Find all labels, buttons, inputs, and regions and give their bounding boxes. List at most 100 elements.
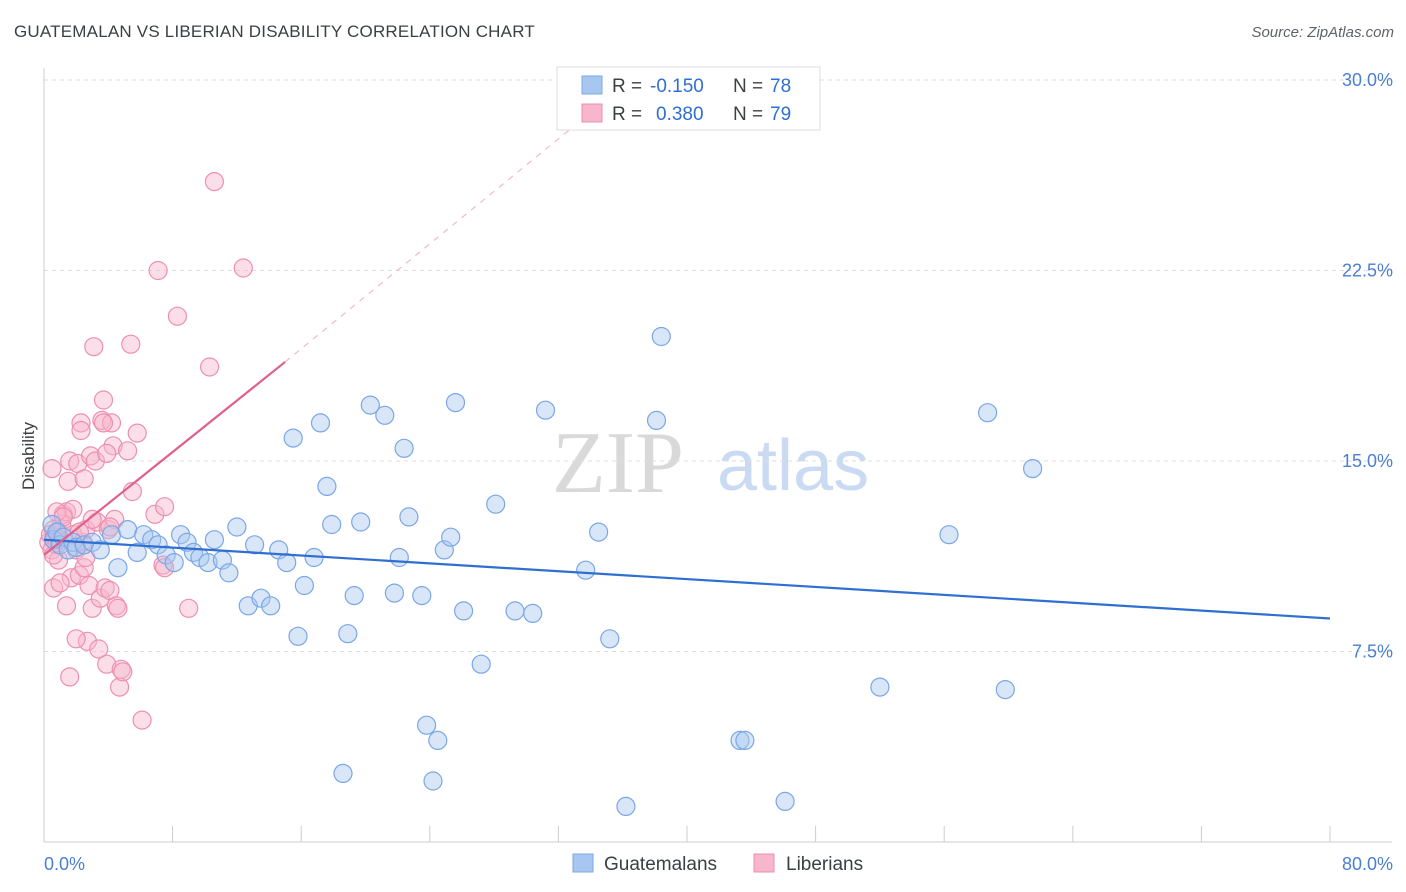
- guatemalans-point-67: [600, 629, 620, 649]
- guatemalans-point-69: [646, 410, 667, 430]
- guatemalans-point-42: [333, 763, 353, 784]
- liberians-point-25: [77, 631, 98, 651]
- liberians-point-23: [74, 558, 94, 578]
- legend-top: R = -0.150 N = 78 R = 0.380 N = 79: [556, 66, 821, 131]
- guatemalans-point-17: [148, 535, 168, 555]
- guatemalans-point-53: [417, 715, 437, 735]
- guatemalans-trend-line: [43, 538, 1331, 620]
- guatemalans-point-52: [412, 585, 432, 606]
- liberians-point-70: [82, 509, 102, 530]
- guatemalans-point-49: [389, 547, 409, 568]
- guatemalans-point-18: [156, 545, 176, 565]
- legend-bottom-guatemalans: Guatemalans: [604, 854, 717, 875]
- liberians-point-78: [74, 469, 94, 489]
- guatemalans-point-59: [454, 601, 474, 621]
- guatemalans-point-51: [399, 507, 419, 527]
- legend-bottom: Guatemalans Liberians: [572, 853, 863, 875]
- guatemalans-point-58: [445, 393, 466, 413]
- guatemalans-point-63: [523, 603, 543, 624]
- guatemalans-point-62: [505, 601, 525, 621]
- liberians-point-76: [97, 443, 117, 463]
- liberians-point-64: [60, 667, 80, 687]
- guatemalans-point-61: [486, 494, 506, 514]
- guatemalans-point-64: [535, 400, 556, 420]
- guatemalans-point-37: [294, 575, 314, 596]
- legend-r-value-2: 0.380: [656, 104, 704, 125]
- guatemalans-point-75: [939, 525, 959, 545]
- guatemalans-point-76: [977, 403, 998, 423]
- liberians-point-29: [84, 337, 104, 357]
- guatemalans-point-14: [127, 542, 147, 563]
- liberians-points: [39, 172, 253, 730]
- guatemalans-point-25: [204, 530, 224, 550]
- liberians-point-56: [200, 357, 220, 377]
- x-tick-label-min: 0.0%: [44, 854, 85, 874]
- guatemalans-point-13: [117, 519, 138, 540]
- guatemalans-point-43: [338, 624, 358, 644]
- legend-n-label-1: N =: [733, 76, 763, 97]
- liberians-point-28: [82, 598, 102, 618]
- liberians-point-53: [155, 497, 175, 517]
- guatemalans-point-57: [441, 527, 461, 547]
- liberians-point-72: [47, 502, 67, 522]
- guatemalans-point-54: [423, 771, 443, 791]
- guatemalans-point-35: [283, 428, 303, 448]
- guatemalans-point-30: [245, 535, 265, 555]
- watermark-zip: ZIP: [552, 415, 684, 512]
- legend-bottom-liberians: Liberians: [786, 854, 863, 875]
- guatemalans-point-12: [108, 558, 128, 578]
- tick-labels: 7.5% 15.0% 22.5% 30.0% 0.0% 80.0%: [44, 70, 1393, 874]
- liberians-point-49: [132, 710, 152, 730]
- axes: [43, 68, 1392, 843]
- legend-r-label-2: R =: [612, 104, 642, 125]
- guatemalans-point-16: [142, 530, 162, 550]
- liberians-point-65: [66, 629, 86, 649]
- y-tick-label-0: 7.5%: [1352, 642, 1393, 662]
- guatemalans-point-47: [375, 405, 395, 425]
- liberians-point-54: [167, 306, 187, 326]
- liberians-point-32: [89, 639, 109, 659]
- legend-bottom-swatch-liberians: [753, 853, 775, 873]
- liberians-point-10: [43, 578, 64, 598]
- liberians-point-51: [148, 260, 168, 281]
- guatemalans-point-39: [310, 413, 331, 433]
- guatemalans-point-45: [351, 512, 371, 532]
- guatemalans-point-50: [394, 438, 414, 458]
- liberians-trend-extension: [284, 125, 575, 363]
- liberians-point-14: [58, 471, 78, 491]
- y-tick-label-2: 22.5%: [1342, 261, 1393, 281]
- trend-lines: [43, 125, 1331, 620]
- guatemalans-point-74: [870, 677, 890, 697]
- liberians-point-47: [113, 662, 133, 682]
- guatemalans-point-44: [344, 585, 364, 606]
- y-tick-label-3: 30.0%: [1342, 70, 1393, 90]
- guatemalans-point-71: [730, 730, 750, 751]
- legend-bottom-swatch-guatemalans: [572, 853, 594, 873]
- guatemalans-point-36: [288, 626, 308, 646]
- liberians-point-33: [90, 588, 110, 608]
- guatemalans-point-41: [322, 514, 342, 535]
- legend-r-value-1: -0.150: [650, 76, 704, 97]
- liberians-point-77: [50, 573, 70, 593]
- guatemalans-point-55: [428, 730, 448, 751]
- guatemalans-point-20: [171, 525, 191, 545]
- guatemalans-point-78: [1022, 459, 1043, 479]
- liberians-point-9: [42, 459, 62, 479]
- guatemalans-point-68: [616, 796, 636, 817]
- legend-n-value-1: 78: [770, 76, 791, 97]
- liberians-point-62: [93, 413, 114, 433]
- legend-swatch-liberians: [581, 103, 603, 123]
- legend-swatch-guatemalans: [581, 75, 603, 95]
- liberians-point-57: [204, 172, 224, 192]
- guatemalans-point-60: [471, 654, 491, 674]
- guatemalans-point-19: [164, 552, 184, 573]
- guatemalans-point-11: [101, 525, 122, 545]
- guatemalans-points: [42, 326, 1043, 817]
- guatemalans-point-24: [198, 552, 218, 573]
- guatemalans-point-48: [384, 583, 404, 603]
- guatemalans-point-77: [995, 679, 1015, 700]
- liberians-point-41: [103, 436, 123, 456]
- liberians-point-60: [127, 423, 147, 443]
- y-axis-title: Disability: [19, 421, 38, 490]
